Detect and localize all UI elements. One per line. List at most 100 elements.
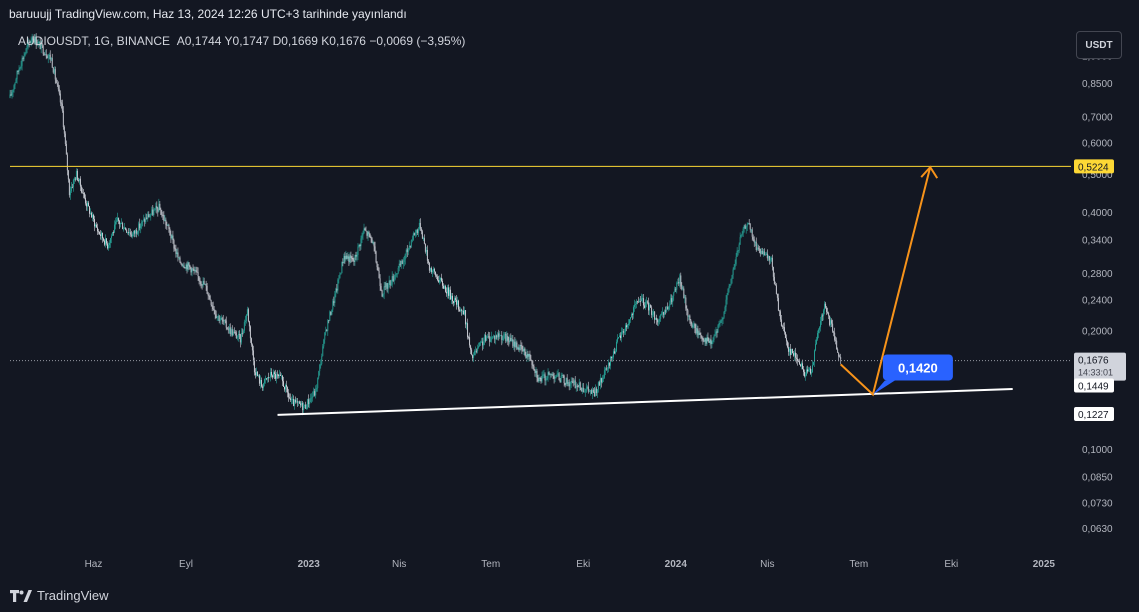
candle-body — [252, 350, 254, 361]
candle-body — [820, 320, 822, 328]
candle-body — [319, 364, 321, 372]
candle-body — [645, 302, 647, 308]
candle-body — [592, 389, 594, 392]
candle-body — [731, 275, 733, 279]
candle-body — [724, 307, 726, 312]
candle-body — [171, 235, 173, 239]
tradingview-brand: TradingView — [37, 588, 109, 603]
candle-body — [36, 44, 38, 46]
candle-body — [273, 372, 274, 378]
candle-body — [322, 346, 324, 357]
candle-body — [305, 404, 307, 409]
candle-body — [665, 310, 667, 312]
candle-body — [773, 276, 775, 285]
candle-body — [70, 186, 72, 192]
candle-body — [178, 257, 180, 259]
candle-body — [327, 320, 329, 331]
candle-body — [489, 336, 491, 342]
candle-body — [306, 408, 308, 409]
candle-body — [157, 208, 159, 212]
candle-body — [784, 332, 786, 339]
candle-body — [840, 357, 842, 360]
candle-body — [254, 372, 256, 376]
candle-body — [261, 386, 263, 388]
candle-body — [754, 241, 756, 243]
candle-body — [126, 229, 128, 233]
time-axis-label: Eyl — [179, 559, 193, 570]
candle-body — [446, 291, 447, 294]
candle-body — [381, 290, 383, 297]
candle-body — [199, 280, 201, 282]
tradingview-logo[interactable]: TradingView — [10, 588, 109, 603]
candle-body — [320, 363, 322, 365]
candle-body — [435, 275, 437, 277]
candle-body — [783, 327, 785, 333]
candle-body — [679, 275, 681, 284]
candle-body — [424, 243, 426, 252]
candle-body — [673, 292, 675, 296]
candle-body — [444, 286, 445, 289]
candle-body — [345, 255, 347, 260]
candle-body — [501, 335, 503, 341]
candle-body — [539, 377, 541, 379]
candle-body — [508, 340, 510, 343]
candle-body — [574, 380, 576, 389]
candle-body — [618, 336, 619, 339]
candle-body — [769, 259, 771, 261]
ohlc-values: A0,1744 Y0,1747 D0,1669 K0,1676 −0,0069 … — [176, 34, 466, 48]
candle-body — [734, 263, 736, 267]
currency-button[interactable]: USDT — [1076, 31, 1122, 59]
candle-body — [354, 254, 356, 262]
candle-body — [650, 304, 652, 308]
candle-body — [570, 381, 572, 385]
candle-body — [610, 356, 612, 358]
candle-body — [107, 243, 109, 249]
candle-body — [810, 368, 811, 374]
candle-body — [172, 235, 174, 241]
candle-body — [148, 214, 150, 218]
candle-body — [762, 251, 764, 255]
candle-body — [778, 310, 780, 312]
candle-body — [11, 92, 13, 96]
candle-body — [451, 295, 452, 300]
candle-body — [655, 317, 657, 320]
candle-body — [52, 67, 54, 73]
price-axis-tick-label: 0,7000 — [1082, 112, 1113, 123]
candle-body — [624, 331, 625, 333]
candle-body — [359, 244, 361, 247]
candle-body — [702, 337, 704, 341]
candle-body — [23, 55, 25, 60]
candle-body — [588, 391, 590, 392]
candle-body — [559, 380, 561, 383]
candle-body — [785, 338, 787, 342]
price-axis-tick-label: 0,2400 — [1082, 295, 1113, 306]
candle-body — [484, 335, 486, 342]
candle-body — [26, 45, 28, 49]
candle-body — [410, 240, 412, 247]
candle-body — [147, 214, 149, 219]
time-axis-label: Tem — [481, 559, 500, 570]
candle-body — [534, 370, 536, 373]
symbol-legend: AUDIOUSDT, 1G, BINANCE A0,1744 Y0,1747 D… — [18, 34, 465, 48]
price-chart[interactable]: 1,00000,85000,70000,60000,50000,40000,34… — [0, 26, 1139, 582]
candle-body — [77, 180, 79, 182]
candle-body — [631, 314, 632, 318]
candle-body — [86, 202, 88, 207]
candle-body — [78, 178, 80, 182]
candle-body — [283, 381, 285, 387]
candle-body — [788, 348, 790, 352]
candle-body — [282, 375, 283, 382]
chart-area[interactable]: 1,00000,85000,70000,60000,50000,40000,34… — [0, 26, 1139, 582]
candle-body — [740, 235, 742, 238]
candle-body — [599, 378, 601, 386]
candle-body — [663, 312, 665, 315]
candle-body — [816, 339, 818, 345]
candle-body — [698, 332, 700, 336]
candle-body — [366, 231, 368, 236]
candle-body — [174, 248, 176, 250]
candle-body — [331, 309, 333, 315]
candle-body — [133, 230, 135, 235]
candle-body — [48, 54, 50, 56]
candle-body — [201, 284, 203, 286]
candle-body — [225, 320, 227, 328]
